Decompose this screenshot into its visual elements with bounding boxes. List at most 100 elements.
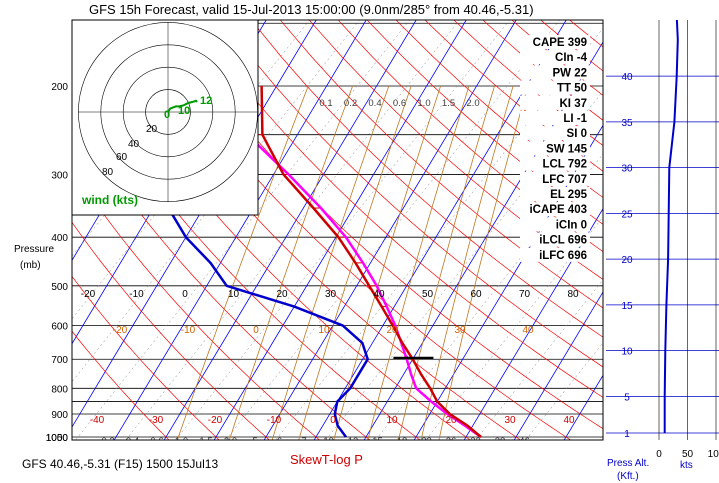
dry-adiabat-line bbox=[72, 330, 170, 440]
mixing-ratio-label: 5 bbox=[252, 436, 257, 447]
temperature-profile bbox=[260, 85, 482, 438]
mixing-ratio-label: 10 bbox=[323, 436, 334, 447]
diagram-type-label: SkewT-log P bbox=[290, 452, 363, 467]
mixing-ratio-label: 1.0 bbox=[417, 98, 430, 109]
mixing-ratio-line bbox=[298, 85, 412, 440]
index-backdrop bbox=[520, 80, 590, 95]
pressure-tick-label: 900 bbox=[51, 410, 68, 421]
stability-index: LI -1 bbox=[563, 113, 587, 125]
pressure-tick-label: 400 bbox=[51, 233, 68, 244]
index-backdrop bbox=[520, 65, 590, 80]
altitude-tick-label: 30 bbox=[621, 164, 633, 175]
isotherm-label: -30 bbox=[149, 415, 164, 426]
dry-adiabat-line bbox=[337, 20, 603, 253]
isotherm-label: 40 bbox=[373, 289, 385, 300]
mixing-ratio-label: 15 bbox=[372, 436, 383, 447]
isotherm-line bbox=[463, 207, 603, 440]
mixing-ratio-label: 6 bbox=[277, 436, 282, 447]
altitude-tick-label: 1 bbox=[624, 429, 630, 440]
mixing-ratio-label: 0.1 bbox=[319, 98, 332, 109]
isotherm-label: 30 bbox=[504, 415, 516, 426]
dry-adiabat-line bbox=[193, 20, 603, 398]
index-backdrop bbox=[520, 156, 590, 171]
hodograph-trace-label: 0 bbox=[164, 109, 170, 121]
mixing-ratio-label: 22 bbox=[421, 436, 432, 447]
stability-index: KI 37 bbox=[560, 98, 588, 110]
altitude-tick-label: 10 bbox=[621, 347, 633, 358]
dry-adiabat-line bbox=[222, 20, 603, 368]
isotherm-label: 20 bbox=[386, 325, 398, 336]
dry-adiabat-line bbox=[250, 20, 603, 338]
station-footer: GFS 40.46,-5.31 (F15) 1500 15Jul13 bbox=[22, 457, 218, 471]
pressure-tick-label: 500 bbox=[51, 282, 68, 293]
isotherm-line-aux bbox=[0, 0, 77, 448]
plot-frame bbox=[71, 19, 604, 441]
dry-adiabat-line bbox=[72, 275, 220, 440]
pressure-axis-unit: (mb) bbox=[20, 260, 41, 271]
mixing-ratio-line bbox=[398, 85, 495, 440]
mixing-ratio-label: 1.5 bbox=[199, 436, 212, 447]
mixing-ratio-label: 18 bbox=[397, 436, 408, 447]
mixing-ratio-label: 0.4 bbox=[126, 436, 139, 447]
wind-speed-line bbox=[663, 20, 679, 433]
mixing-ratio-label: 26 bbox=[446, 436, 457, 447]
mixing-ratio-label: 2.0 bbox=[466, 98, 479, 109]
mixing-ratio-label: 0.2 bbox=[344, 98, 357, 109]
isotherm-label: 30 bbox=[325, 289, 337, 300]
index-backdrop bbox=[520, 187, 590, 201]
hodograph-ring-label: 40 bbox=[128, 139, 140, 150]
mixing-ratio-label: 1.5 bbox=[442, 98, 455, 109]
wind-speed-tick-label: 0 bbox=[656, 449, 662, 460]
isotherm-label: 60 bbox=[470, 289, 482, 300]
index-backdrop bbox=[520, 126, 590, 141]
hodograph-ring-label: 20 bbox=[146, 124, 158, 135]
dry-adiabat-line bbox=[279, 20, 603, 309]
stability-index: CIn -4 bbox=[555, 52, 588, 64]
wind-speed-tick-label: 100 bbox=[708, 449, 719, 460]
altitude-tick-label: 15 bbox=[621, 301, 633, 312]
press-alt-unit: (Kft.) bbox=[617, 471, 639, 482]
dry-adiabat-line bbox=[453, 20, 603, 146]
mixing-ratio-label: 32 bbox=[470, 436, 481, 447]
isotherm-label: -10 bbox=[181, 325, 196, 336]
mixing-ratio-line bbox=[438, 85, 529, 440]
index-backdrop bbox=[520, 171, 590, 186]
pressure-tick-label: 300 bbox=[51, 170, 68, 181]
isotherm-line-aux bbox=[275, 27, 603, 440]
hodograph-legend: wind (kts) bbox=[81, 193, 138, 207]
altitude-tick-label: 20 bbox=[621, 255, 633, 266]
isotherm-label: 0 bbox=[253, 325, 259, 336]
stability-index: LFC 707 bbox=[542, 174, 587, 186]
isotherm-label: -10 bbox=[129, 289, 144, 300]
stability-index: SI 0 bbox=[567, 128, 587, 140]
mixing-ratio-label: 7 bbox=[301, 436, 306, 447]
altitude-grid bbox=[606, 20, 719, 440]
altitude-tick-label: 5 bbox=[624, 392, 630, 403]
stability-indices: CAPE 399 CIn -4 PW 22 TT 50 KI 37 LI -1 SI 0 SW… bbox=[520, 35, 590, 262]
index-backdrop bbox=[520, 141, 590, 156]
altitude-tick-label: 40 bbox=[621, 72, 633, 83]
index-backdrop bbox=[520, 247, 590, 262]
isotherm-label: 40 bbox=[522, 325, 534, 336]
index-backdrop bbox=[520, 35, 590, 49]
pressure-tick-label: 200 bbox=[51, 82, 68, 93]
parcel-line bbox=[225, 85, 482, 439]
pressure-tick-label: 800 bbox=[51, 384, 68, 395]
isotherm-label: 0 bbox=[330, 415, 336, 426]
index-backdrop bbox=[520, 202, 590, 217]
mixing-ratio-line bbox=[420, 85, 514, 440]
hodograph-trace-label: 10 bbox=[178, 105, 190, 117]
isotherm-label: -20 bbox=[81, 289, 96, 300]
mixing-ratio-line bbox=[176, 85, 309, 440]
mixing-ratio-line bbox=[367, 85, 470, 440]
stability-index: EL 295 bbox=[550, 189, 587, 201]
mixing-ratio-lines bbox=[176, 85, 529, 440]
isotherm-line bbox=[0, 0, 17, 448]
index-backdrop bbox=[520, 232, 590, 247]
isotherm-label: 40 bbox=[563, 415, 575, 426]
stability-index: LCL 792 bbox=[542, 159, 587, 171]
